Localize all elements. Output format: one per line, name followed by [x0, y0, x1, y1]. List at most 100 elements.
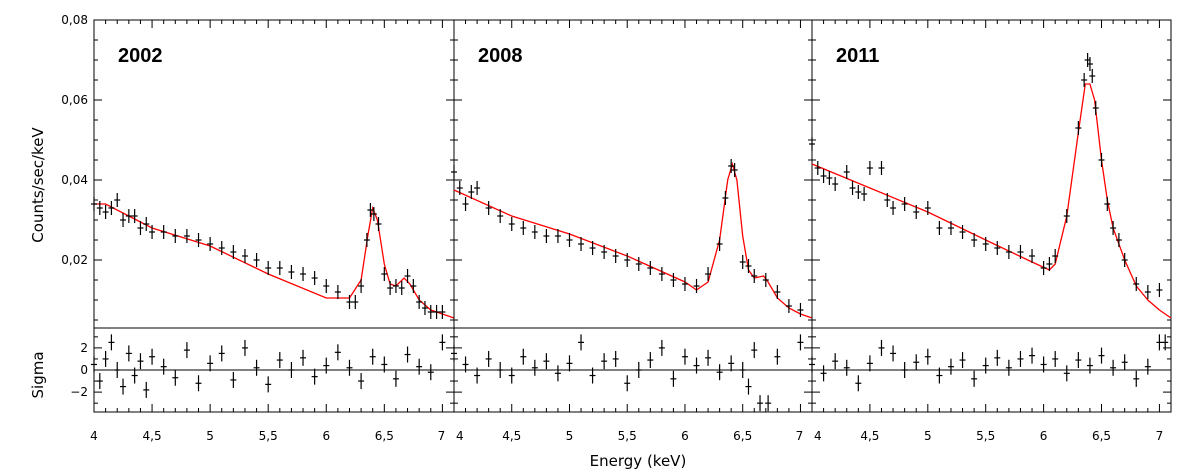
residual-point: [172, 369, 179, 386]
residual-point: [218, 345, 225, 362]
x-tick-label: 6: [681, 429, 689, 443]
residual-point: [601, 353, 608, 370]
residual-point: [91, 356, 97, 373]
x-tick-label: 4,5: [502, 429, 521, 443]
data-point: [404, 269, 411, 283]
data-point: [1156, 283, 1163, 297]
data-point: [1046, 257, 1053, 271]
residual-point: [578, 334, 585, 351]
residual-point: [195, 375, 202, 392]
data-point: [731, 163, 738, 177]
residual-point: [276, 352, 283, 369]
data-point: [265, 261, 272, 275]
residual-point: [451, 345, 457, 362]
data-point: [1052, 249, 1059, 263]
residual-point: [508, 367, 515, 384]
data-point: [207, 237, 214, 251]
data-point: [352, 295, 359, 309]
residual-point: [566, 355, 573, 372]
x-tick-label: 4: [814, 429, 822, 443]
data-point: [658, 267, 665, 281]
data-point: [230, 245, 237, 259]
data-point: [149, 225, 156, 239]
y-tick-label: 0,02: [61, 253, 88, 267]
residual-point: [265, 376, 272, 393]
data-point: [554, 229, 561, 243]
residual-point: [1040, 356, 1047, 373]
data-point: [108, 201, 115, 215]
residual-point: [1029, 347, 1036, 364]
data-point: [346, 295, 353, 309]
data-point: [497, 209, 504, 223]
residual-point: [589, 367, 596, 384]
residual-point: [820, 365, 827, 382]
data-point: [288, 265, 295, 279]
residual-point: [681, 348, 688, 365]
data-point: [1017, 245, 1024, 259]
data-point: [433, 305, 440, 319]
residual-point: [241, 339, 248, 356]
residual-point: [416, 358, 423, 375]
residual-point: [670, 370, 677, 387]
data-point: [1104, 197, 1111, 211]
data-point: [218, 241, 225, 255]
data-point: [137, 221, 144, 235]
residual-point: [832, 353, 839, 370]
data-point: [456, 181, 463, 195]
data-point: [832, 177, 839, 191]
data-point: [1133, 277, 1140, 291]
residual-point: [624, 375, 631, 392]
data-point: [797, 303, 804, 317]
data-point: [474, 181, 481, 195]
data-point: [363, 233, 370, 247]
residual-point: [716, 364, 723, 381]
data-point: [421, 301, 428, 315]
residual-point: [971, 370, 978, 387]
residual-point: [1005, 359, 1012, 376]
data-point: [427, 305, 434, 319]
residual-point: [1086, 357, 1093, 374]
data-point: [102, 205, 109, 219]
residual-point: [183, 342, 190, 359]
data-point: [901, 197, 908, 211]
residual-axis-title: Sigma: [29, 351, 47, 398]
residual-point: [346, 359, 353, 376]
residual-tick-label: 0: [80, 363, 88, 377]
data-point: [861, 187, 868, 201]
data-point: [172, 229, 179, 243]
residual-point: [890, 345, 897, 362]
residual-point: [1144, 358, 1151, 375]
residual-point: [1063, 365, 1070, 382]
residual-point: [131, 367, 138, 384]
residual-point: [728, 355, 735, 372]
data-point: [358, 279, 365, 293]
data-point: [1098, 153, 1105, 167]
x-tick-label: 4: [456, 429, 464, 443]
residual-point: [1121, 354, 1128, 371]
panel-2011: 4 4,5 5 5,5 6 6,5 7 2011: [809, 19, 1172, 443]
data-point: [1081, 73, 1088, 87]
x-tick-label: 4: [90, 429, 98, 443]
data-point: [183, 229, 190, 243]
residual-point: [878, 339, 885, 356]
residual-point: [1156, 334, 1163, 351]
residual-point: [137, 353, 144, 370]
data-point: [131, 209, 138, 223]
data-point: [693, 279, 700, 293]
x-tick-label: 7: [438, 429, 446, 443]
residual-point: [520, 348, 527, 365]
data-point: [485, 201, 492, 215]
residual-point: [462, 356, 469, 373]
residual-point: [739, 362, 746, 378]
residual-point: [311, 368, 318, 385]
residual-point: [866, 355, 873, 372]
residual-point: [149, 348, 156, 365]
residual-point: [693, 357, 700, 374]
residual-point: [1162, 334, 1169, 351]
data-point: [91, 197, 97, 211]
y-tick-label: 0,08: [61, 13, 88, 27]
x-tick-label: 5,5: [259, 429, 278, 443]
data-point: [566, 233, 573, 247]
x-tick-label: 6: [1040, 429, 1048, 443]
